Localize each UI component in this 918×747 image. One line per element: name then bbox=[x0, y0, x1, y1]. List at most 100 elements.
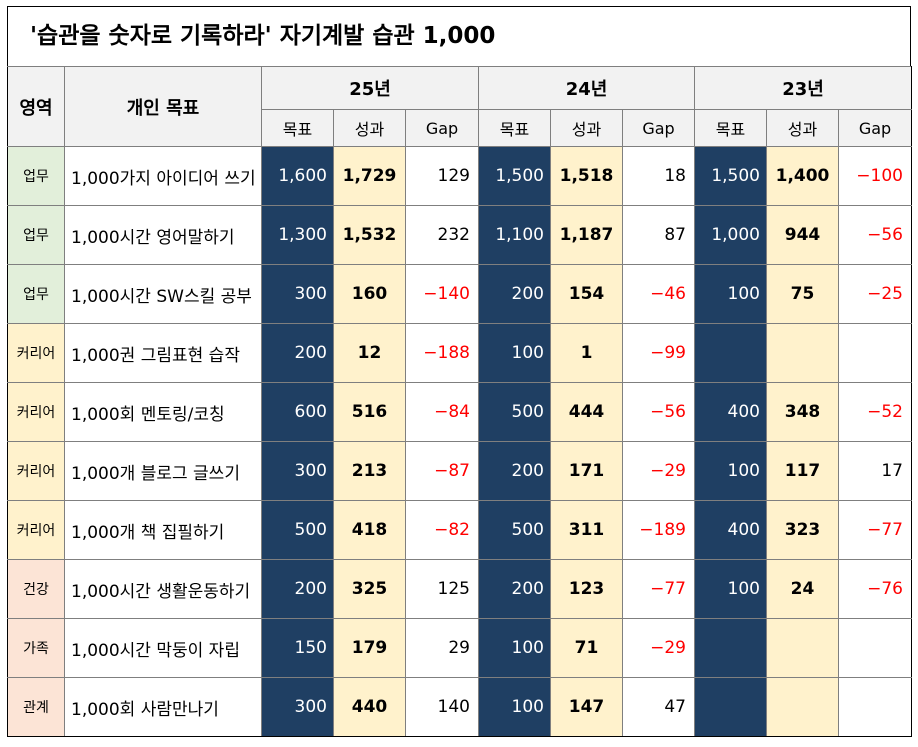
gap-cell: 129 bbox=[405, 146, 479, 206]
result-cell: 325 bbox=[333, 559, 406, 619]
target-cell: 100 bbox=[694, 559, 767, 619]
target-cell: 100 bbox=[478, 618, 551, 678]
gap-cell: −100 bbox=[838, 146, 912, 206]
gap-cell: −76 bbox=[838, 559, 912, 619]
result-cell: 1 bbox=[550, 323, 623, 383]
target-cell: 1,000 bbox=[694, 205, 767, 265]
goal-cell: 1,000권 그림표현 습작 bbox=[64, 323, 262, 383]
goal-cell: 1,000시간 영어말하기 bbox=[64, 205, 262, 265]
target-cell: 200 bbox=[478, 559, 551, 619]
gap-cell: −189 bbox=[622, 500, 695, 560]
target-cell bbox=[694, 677, 767, 737]
result-cell: 348 bbox=[766, 382, 839, 442]
target-cell: 1,600 bbox=[261, 146, 334, 206]
gap-cell: −87 bbox=[405, 441, 479, 501]
gap-cell bbox=[838, 677, 912, 737]
target-cell: 200 bbox=[478, 264, 551, 324]
area-cell: 건강 bbox=[7, 559, 65, 619]
target-cell: 100 bbox=[694, 264, 767, 324]
target-cell: 300 bbox=[261, 441, 334, 501]
result-cell: 123 bbox=[550, 559, 623, 619]
target-cell: 200 bbox=[261, 323, 334, 383]
result-cell: 75 bbox=[766, 264, 839, 324]
target-cell: 600 bbox=[261, 382, 334, 442]
gap-cell: 87 bbox=[622, 205, 695, 265]
gap-cell bbox=[838, 618, 912, 678]
gap-cell: 29 bbox=[405, 618, 479, 678]
table-row: 가족 1,000시간 막둥이 자립 150 179 29 100 71 −29 bbox=[7, 618, 912, 678]
header-gap: Gap bbox=[405, 109, 479, 147]
goal-cell: 1,000회 사람만나기 bbox=[64, 677, 262, 737]
area-cell: 업무 bbox=[7, 205, 65, 265]
target-cell: 1,100 bbox=[478, 205, 551, 265]
result-cell: 440 bbox=[333, 677, 406, 737]
header-row-years: 영역 개인 목표 25년 24년 23년 bbox=[7, 66, 912, 147]
table-row: 커리어 1,000권 그림표현 습작 200 12 −188 100 1 −99 bbox=[7, 323, 912, 383]
target-cell bbox=[694, 323, 767, 383]
result-cell: 213 bbox=[333, 441, 406, 501]
target-cell: 500 bbox=[261, 500, 334, 560]
table-row: 커리어 1,000개 블로그 글쓰기 300 213 −87 200 171 −29 100 11… bbox=[7, 441, 912, 501]
table-row: 건강 1,000시간 생활운동하기 200 325 125 200 123 −77 100 24−… bbox=[7, 559, 912, 619]
table-row: 커리어 1,000개 책 집필하기 500 418 −82 500 311 −189 400 32… bbox=[7, 500, 912, 560]
result-cell: 1,187 bbox=[550, 205, 623, 265]
result-cell bbox=[766, 618, 839, 678]
area-cell: 커리어 bbox=[7, 382, 65, 442]
header-result: 성과 bbox=[333, 109, 406, 147]
result-cell: 71 bbox=[550, 618, 623, 678]
table-row: 업무 1,000시간 SW스킬 공부 300 160 −140 200 154 −46 100 7… bbox=[7, 264, 912, 324]
target-cell: 100 bbox=[694, 441, 767, 501]
result-cell: 1,532 bbox=[333, 205, 406, 265]
gap-cell: −52 bbox=[838, 382, 912, 442]
target-cell: 1,500 bbox=[694, 146, 767, 206]
gap-cell: −77 bbox=[838, 500, 912, 560]
result-cell: 147 bbox=[550, 677, 623, 737]
gap-cell: −84 bbox=[405, 382, 479, 442]
table-row: 관계 1,000회 사람만나기 300 440 140 100 147 47 bbox=[7, 677, 912, 737]
gap-cell: −29 bbox=[622, 618, 695, 678]
table-row: 업무 1,000시간 영어말하기 1,300 1,532 232 1,100 1,187 87… bbox=[7, 205, 912, 265]
gap-cell: 47 bbox=[622, 677, 695, 737]
target-cell: 1,500 bbox=[478, 146, 551, 206]
target-cell: 300 bbox=[261, 677, 334, 737]
header-gap: Gap bbox=[622, 109, 695, 147]
goal-cell: 1,000가지 아이디어 쓰기 bbox=[64, 146, 262, 206]
gap-cell: −188 bbox=[405, 323, 479, 383]
area-cell: 업무 bbox=[7, 146, 65, 206]
target-cell: 1,300 bbox=[261, 205, 334, 265]
gap-cell: −56 bbox=[838, 205, 912, 265]
sheet-title: '습관을 숫자로 기록하라' 자기계발 습관 1,000 bbox=[7, 6, 911, 66]
gap-cell: −140 bbox=[405, 264, 479, 324]
result-cell: 418 bbox=[333, 500, 406, 560]
result-cell: 1,729 bbox=[333, 146, 406, 206]
area-cell: 관계 bbox=[7, 677, 65, 737]
table-row: 업무 1,000가지 아이디어 쓰기 1,600 1,729 129 1,500 1,518… bbox=[7, 146, 912, 206]
area-cell: 커리어 bbox=[7, 323, 65, 383]
target-cell: 100 bbox=[478, 323, 551, 383]
goal-cell: 1,000시간 막둥이 자립 bbox=[64, 618, 262, 678]
result-cell: 323 bbox=[766, 500, 839, 560]
gap-cell: −82 bbox=[405, 500, 479, 560]
gap-cell: −99 bbox=[622, 323, 695, 383]
result-cell: 179 bbox=[333, 618, 406, 678]
gap-cell: 125 bbox=[405, 559, 479, 619]
target-cell: 200 bbox=[478, 441, 551, 501]
result-cell: 944 bbox=[766, 205, 839, 265]
header-target: 목표 bbox=[261, 109, 334, 147]
header-year-24: 24년 bbox=[478, 66, 695, 110]
result-cell bbox=[766, 677, 839, 737]
result-cell: 444 bbox=[550, 382, 623, 442]
target-cell: 500 bbox=[478, 382, 551, 442]
header-result: 성과 bbox=[766, 109, 839, 147]
header-goal: 개인 목표 bbox=[64, 66, 262, 147]
result-cell: 171 bbox=[550, 441, 623, 501]
gap-cell: 17 bbox=[838, 441, 912, 501]
gap-cell: −77 bbox=[622, 559, 695, 619]
gap-cell: −29 bbox=[622, 441, 695, 501]
area-cell: 가족 bbox=[7, 618, 65, 678]
table-row: 커리어 1,000회 멘토링/코칭 600 516 −84 500 444 −56 400 348… bbox=[7, 382, 912, 442]
target-cell: 400 bbox=[694, 382, 767, 442]
target-cell: 400 bbox=[694, 500, 767, 560]
gap-cell bbox=[838, 323, 912, 383]
area-cell: 업무 bbox=[7, 264, 65, 324]
